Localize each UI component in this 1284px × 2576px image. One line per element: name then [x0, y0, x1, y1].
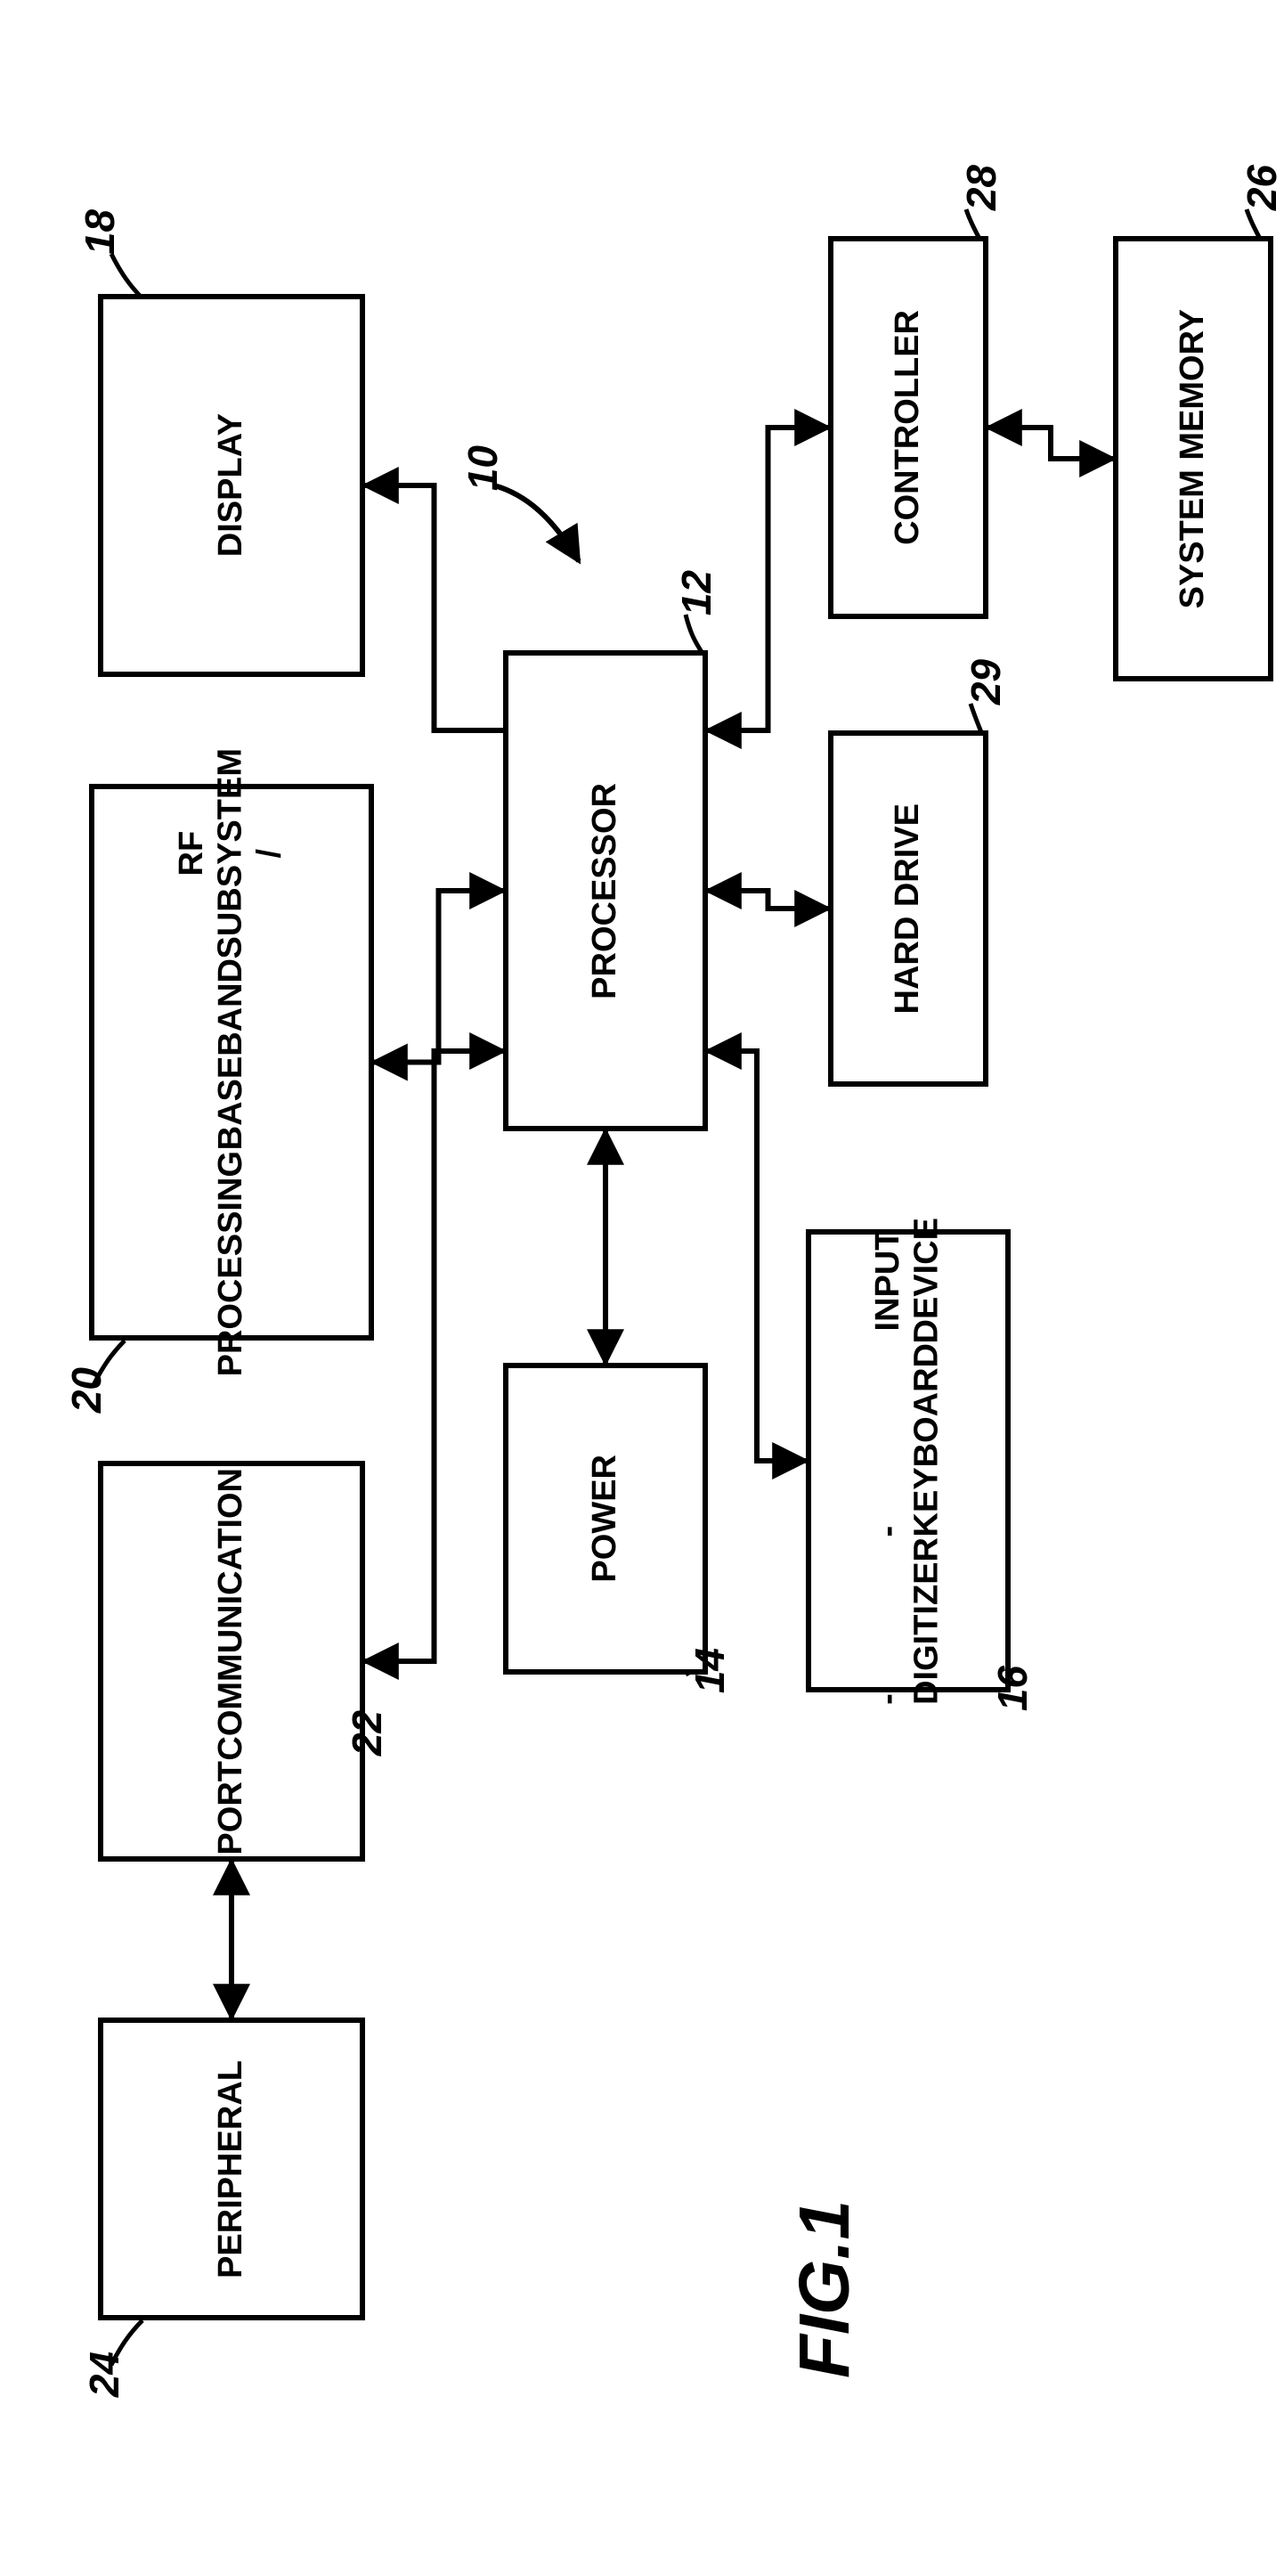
- rf-subsystem-block: RF SUBSYSTEM / BASEBAND PROCESSING: [89, 784, 374, 1341]
- system-memory-block: SYSTEM MEMORY: [1113, 236, 1273, 681]
- ref-label-18: 18: [76, 209, 124, 255]
- rf-label-1: BASEBAND: [212, 958, 251, 1150]
- communication-port-block: COMMUNICATION PORT: [98, 1461, 365, 1862]
- figure-label: FIG.1: [784, 2200, 865, 2378]
- ref-label-29: 29: [962, 659, 1010, 705]
- ref-label-28: 28: [957, 165, 1005, 210]
- display-label: DISPLAY: [212, 413, 251, 557]
- ref-label-20: 20: [62, 1367, 110, 1413]
- commport-label-1: PORT: [212, 1761, 251, 1855]
- processor-label: PROCESSOR: [586, 783, 625, 999]
- ref-label-26: 26: [1238, 165, 1284, 210]
- controller-label: CONTROLLER: [889, 310, 928, 545]
- display-block: DISPLAY: [98, 294, 365, 677]
- inputdev-label-2: - DIGITIZER: [869, 1537, 947, 1705]
- peripheral-label: PERIPHERAL: [212, 2060, 251, 2278]
- ref-label-10: 10: [459, 445, 507, 491]
- diagram-canvas: DISPLAY RF SUBSYSTEM / BASEBAND PROCESSI…: [0, 0, 1284, 2576]
- inputdev-label-0: INPUT DEVICE: [869, 1218, 947, 1343]
- power-block: POWER: [503, 1363, 708, 1675]
- ref-label-14: 14: [686, 1648, 734, 1693]
- hard-drive-block: HARD DRIVE: [828, 730, 988, 1087]
- rf-label-2: PROCESSING: [212, 1151, 251, 1376]
- harddrive-label: HARD DRIVE: [889, 803, 928, 1014]
- controller-block: CONTROLLER: [828, 236, 988, 619]
- sysmem-label: SYSTEM MEMORY: [1174, 309, 1213, 608]
- rf-label-0: RF SUBSYSTEM /: [173, 748, 289, 958]
- peripheral-block: PERIPHERAL: [98, 2018, 365, 2320]
- inputdev-label-1: - KEYBOARD: [869, 1343, 947, 1537]
- input-device-block: INPUT DEVICE - KEYBOARD - DIGITIZER: [806, 1229, 1011, 1692]
- processor-block: PROCESSOR: [503, 650, 708, 1131]
- ref-label-16: 16: [988, 1666, 1036, 1711]
- ref-label-12: 12: [672, 570, 720, 615]
- power-label: POWER: [586, 1455, 625, 1583]
- ref-label-24: 24: [80, 2352, 128, 2397]
- ref-label-22: 22: [343, 1710, 391, 1756]
- commport-label-0: COMMUNICATION: [212, 1468, 251, 1761]
